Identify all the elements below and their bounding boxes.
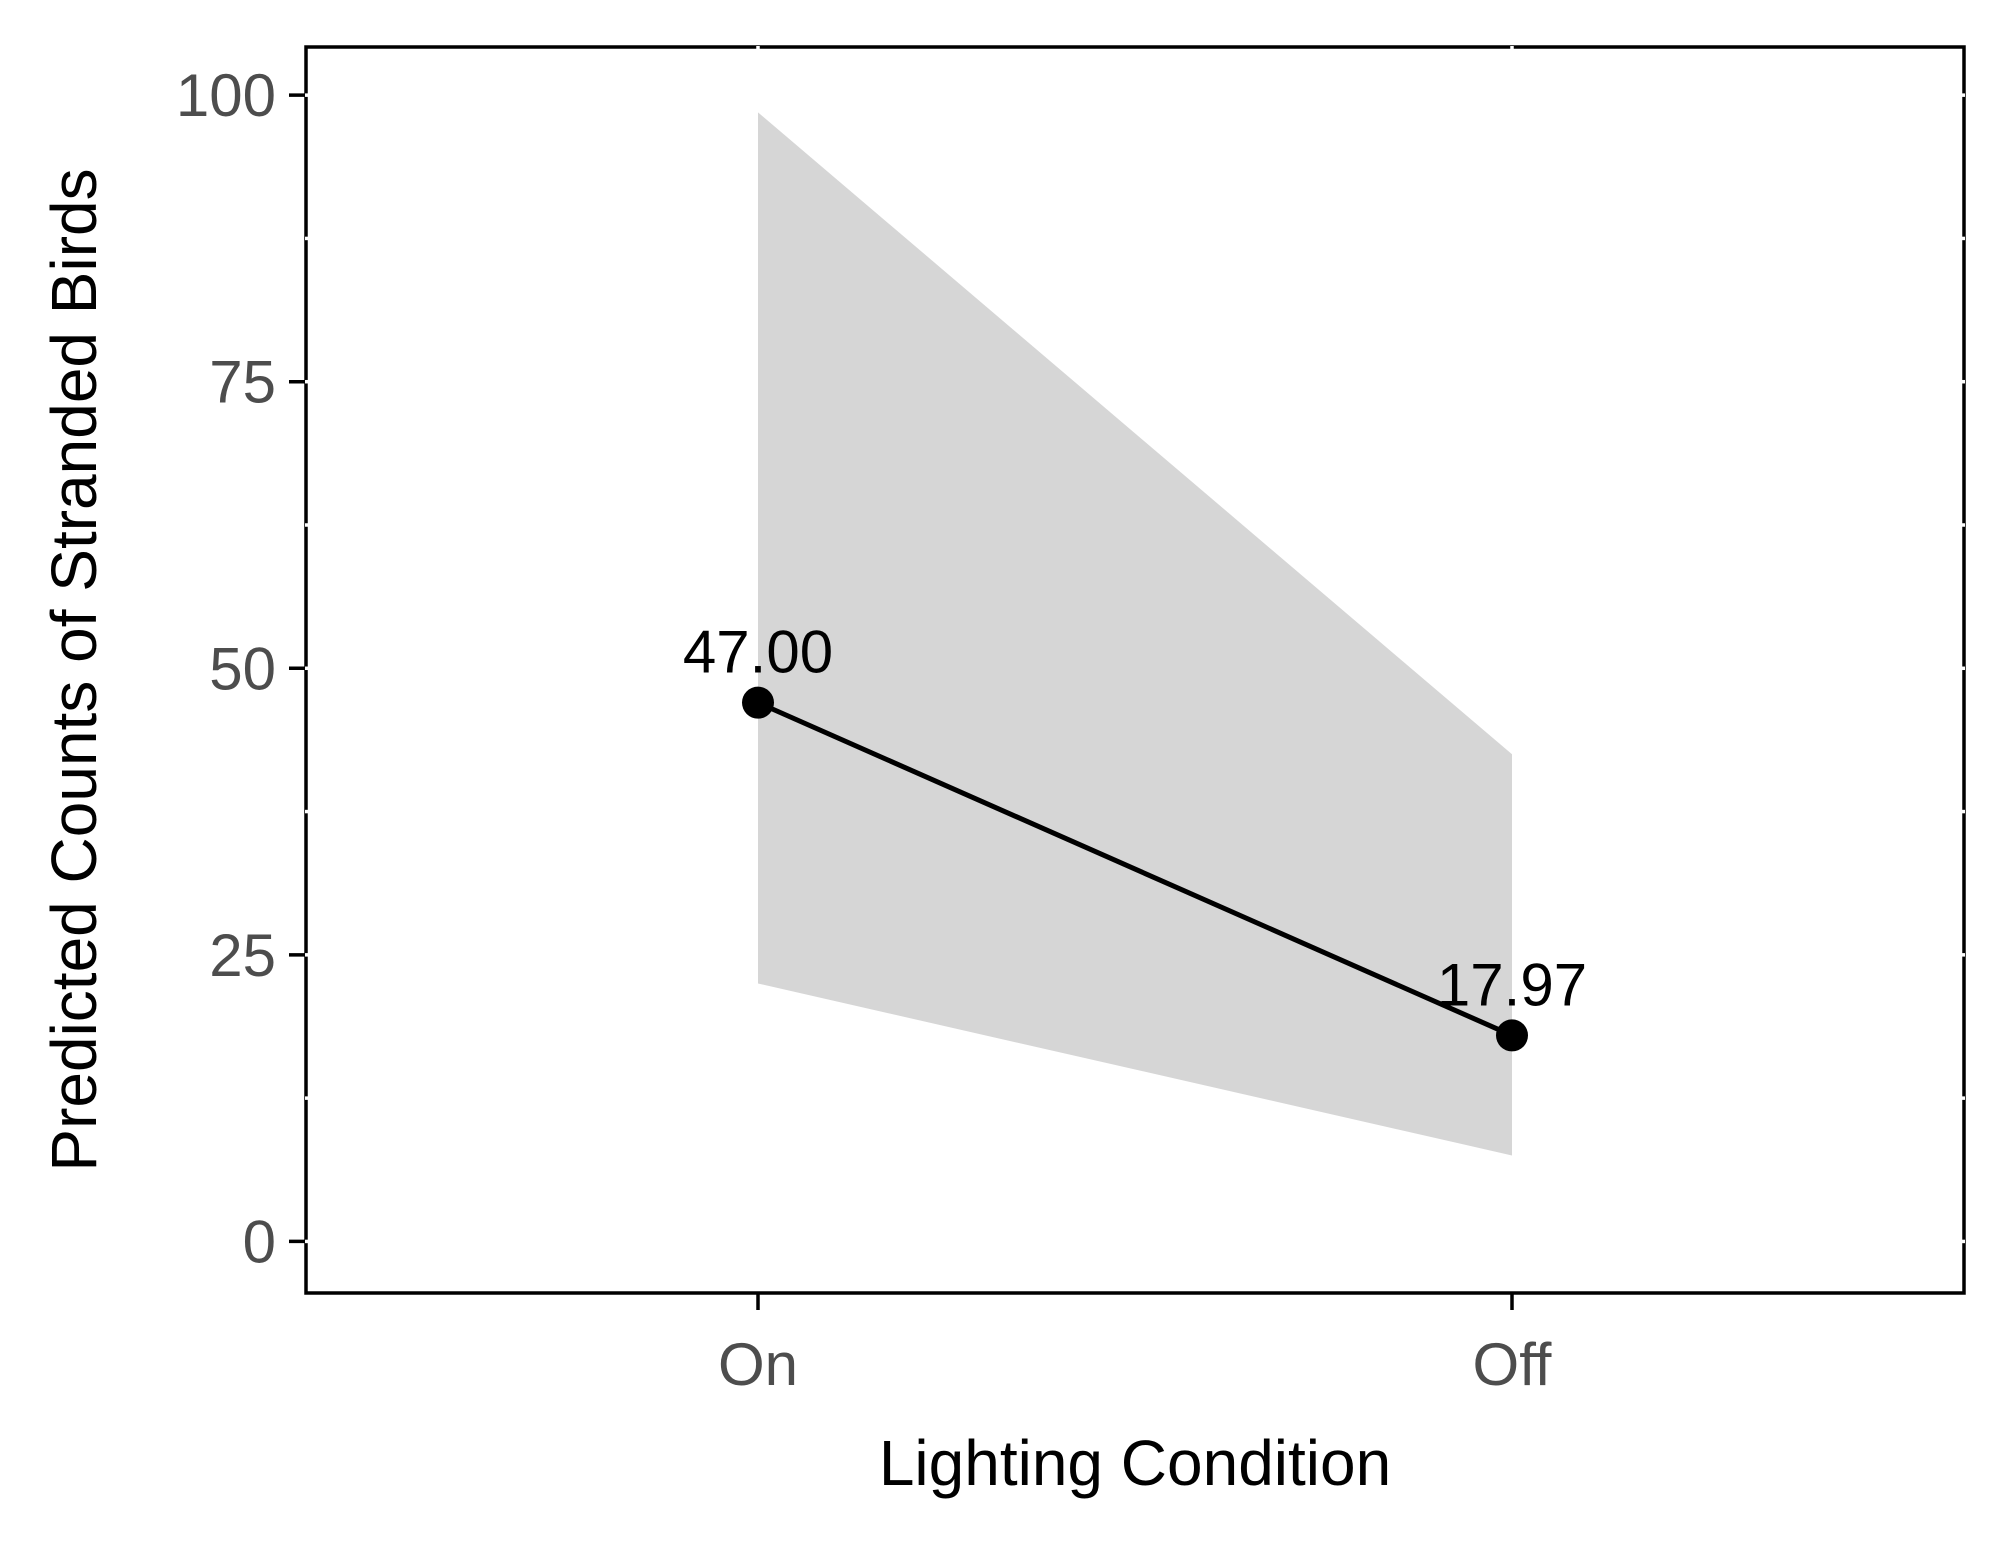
data-labels-layer: 47.00 17.97 (683, 619, 1587, 1019)
data-point-off (1496, 1019, 1528, 1052)
data-point-on (742, 686, 774, 719)
data-points-layer (742, 686, 1528, 1052)
series-line-layer (756, 700, 1514, 1038)
y-tick-label-0: 0 (243, 1208, 276, 1275)
x-axis-title: Lighting Condition (879, 1427, 1391, 1499)
y-axis-title: Predicted Counts of Stranded Birds (38, 168, 110, 1171)
y-tick-label-75: 75 (209, 349, 276, 416)
data-label-on: 47.00 (683, 619, 833, 686)
series-line (756, 700, 1514, 1038)
x-tick-label-off: Off (1473, 1331, 1552, 1398)
confidence-ribbon-layer (758, 112, 1512, 1156)
confidence-ribbon (758, 112, 1512, 1156)
x-tick-label-on: On (718, 1331, 798, 1398)
data-label-off: 17.97 (1437, 951, 1587, 1018)
y-tick-label-100: 100 (176, 62, 276, 129)
y-tick-label-25: 25 (209, 922, 276, 989)
x-axis: On Off (718, 46, 1552, 1398)
y-tick-label-50: 50 (209, 635, 276, 702)
y-axis: 0 25 50 75 100 (176, 62, 1965, 1275)
